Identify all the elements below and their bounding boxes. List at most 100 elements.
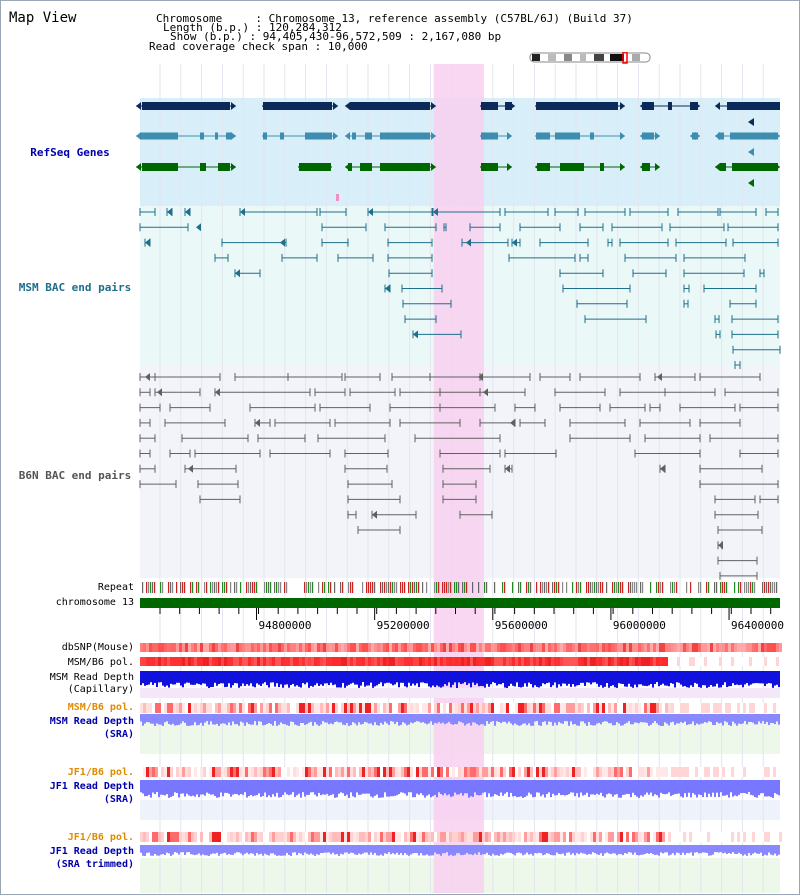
jf1-trim-depth-bar <box>390 845 392 855</box>
dbsnp-heat-cell <box>533 643 536 652</box>
refseq-gene-row2-arrow <box>262 132 267 140</box>
jf1-pol2-heat-cell <box>311 832 314 842</box>
jf1-pol-heat-cell <box>614 767 617 777</box>
jf1-sra-depth-bar <box>654 780 656 795</box>
msm-capillary-depth-bar <box>550 671 552 688</box>
msm-sra-depth-bar <box>488 714 490 724</box>
msm-pol-heat-cell <box>236 657 239 666</box>
jf1-pol-heat-cell <box>440 767 443 777</box>
msm-pol2-heat-cell <box>329 703 332 713</box>
jf1-trim-depth-bar <box>714 845 716 853</box>
jf1-sra-depth-bar <box>746 780 748 794</box>
dbsnp-heat-cell <box>593 643 596 652</box>
jf1-pol-heat-cell <box>548 767 551 777</box>
repeat-element <box>342 582 344 593</box>
dbsnp-heat-cell <box>722 643 725 652</box>
jf1-trim-depth-bar <box>244 845 246 854</box>
jf1-pol2-heat-cell <box>734 832 737 842</box>
msm-capillary-depth-bar <box>366 671 368 686</box>
jf1-pol2-heat-cell <box>269 832 272 842</box>
msm-capillary-depth-bar <box>560 671 562 687</box>
msm-capillary-depth-bar <box>480 671 482 686</box>
jf1-trim-depth-bar <box>546 845 548 854</box>
msm-capillary-depth-bar <box>680 671 682 685</box>
dbsnp-heat-cell <box>248 643 251 652</box>
jf1-pol2-heat-cell <box>233 832 236 842</box>
msm-pol2-heat-cell <box>770 703 773 713</box>
msm-sra-depth-bar <box>548 714 550 722</box>
msm-sra-depth-bar <box>300 714 302 724</box>
msm-capillary-depth-bar <box>374 671 376 687</box>
repeat-element <box>478 582 480 593</box>
msm-capillary-depth-bar <box>468 671 470 684</box>
jf1-trim-depth-bar <box>698 845 700 854</box>
track-label-msm-bac[interactable]: MSM BAC end pairs <box>18 281 132 294</box>
refseq-gene-row3-arrow <box>136 163 141 171</box>
msm-pol-heat-cell <box>593 657 596 666</box>
msm-pol-heat-cell <box>380 657 383 666</box>
msm-pol-heat-cell <box>389 657 392 666</box>
jf1-trim-depth-bar <box>494 845 496 856</box>
msm-capillary-depth-bar <box>396 671 398 683</box>
jf1-pol-heat-cell <box>491 767 494 777</box>
jf1-trim-depth-bar <box>160 845 162 855</box>
msm-depth-sra-line2: (SRA) <box>103 729 134 740</box>
msm-bac-arrow <box>167 208 172 216</box>
track-label-refseq[interactable]: RefSeq Genes <box>30 146 110 159</box>
msm-sra-depth-bar <box>330 714 332 724</box>
msm-pol-heat-cell <box>554 657 557 666</box>
msm-capillary-depth-bar <box>636 671 638 688</box>
dbsnp-heat-cell <box>473 643 476 652</box>
msm-capillary-depth-bar <box>628 671 630 684</box>
jf1-pol2-heat-cell <box>479 832 482 842</box>
msm-capillary-depth-bar <box>582 671 584 683</box>
msm-capillary-depth-bar <box>770 671 772 684</box>
dbsnp-heat-cell <box>434 643 437 652</box>
dbsnp-heat-cell <box>626 643 629 652</box>
jf1-trim-depth-bar <box>590 845 592 855</box>
jf1-trim-depth-bar <box>234 845 236 854</box>
msm-sra-depth-bar <box>176 714 178 726</box>
dbsnp-heat-cell <box>356 643 359 652</box>
repeat-element <box>190 582 192 593</box>
msm-capillary-depth-bar <box>456 671 458 688</box>
jf1-pol2-heat-cell <box>476 832 479 842</box>
msm-sra-depth-bar <box>364 714 366 722</box>
msm-pol-heat-cell <box>467 657 470 666</box>
chromosome-label: Chromosome <box>156 12 223 25</box>
chromosome-ideogram[interactable] <box>528 52 652 64</box>
msm-sra-depth-bar <box>496 714 498 722</box>
jf1-sra-depth-bar <box>258 780 260 794</box>
jf1-pol2-heat-cell <box>611 832 614 842</box>
msm-capillary-depth-bar <box>418 671 420 688</box>
jf1-sra-depth-bar <box>740 780 742 794</box>
msm-pol2-heat-cell <box>677 703 680 713</box>
jf1-sra-depth-bar <box>336 780 338 798</box>
jf1-pol2-heat-cell <box>389 832 392 842</box>
msm-pol2-heat-cell <box>731 703 734 713</box>
msm-pol-heat-cell <box>488 657 491 666</box>
msm-pol-heat-cell <box>518 657 521 666</box>
jf1-trim-depth-bar <box>622 845 624 856</box>
msm-capillary-depth-bar <box>526 671 528 687</box>
jf1-sra-depth-bar <box>588 780 590 797</box>
repeat-element <box>716 582 718 593</box>
msm-capillary-depth-bar <box>304 671 306 685</box>
jf1-pol-heat-cell <box>584 767 587 777</box>
jf1-sra-depth-bar <box>252 780 254 797</box>
msm-pol2-heat-cell <box>644 703 647 713</box>
jf1-pol2-heat-cell <box>209 832 212 842</box>
msm-capillary-depth-bar <box>236 671 238 684</box>
msm-sra-depth-bar <box>564 714 566 722</box>
track-label-b6n-bac[interactable]: B6N BAC end pairs <box>18 469 132 482</box>
jf1-trim-depth-bar <box>538 845 540 853</box>
jf1-pol-heat-cell <box>242 767 245 777</box>
jf1-pol-heat-cell <box>329 767 332 777</box>
msm-sra-depth-bar <box>350 714 352 726</box>
msm-pol2-heat-cell <box>515 703 518 713</box>
jf1-pol2-heat-cell <box>299 832 302 842</box>
repeat-element <box>628 582 630 593</box>
repeat-element <box>698 582 700 593</box>
refseq-gene-row3-exon <box>481 163 498 171</box>
